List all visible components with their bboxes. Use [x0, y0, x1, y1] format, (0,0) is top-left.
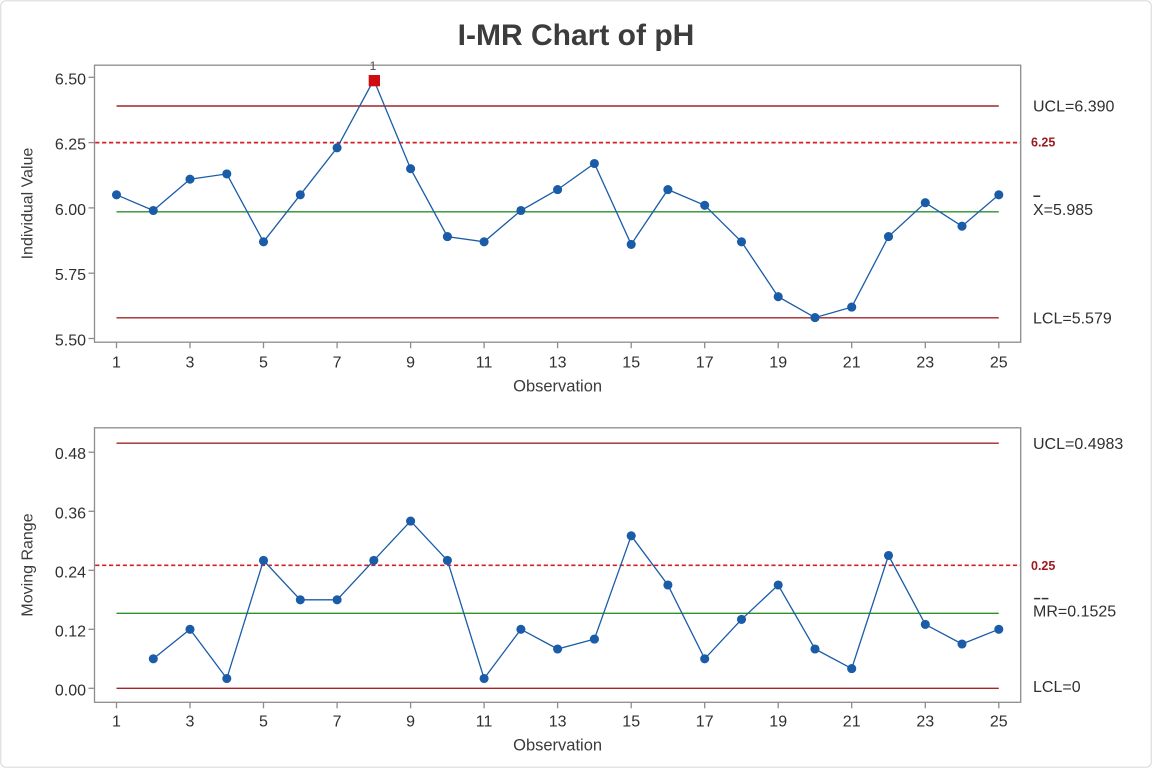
svg-text:11: 11 [476, 354, 493, 371]
svg-text:Observation: Observation [513, 377, 602, 395]
svg-text:X=5.985: X=5.985 [1033, 202, 1093, 219]
svg-text:5: 5 [259, 354, 268, 371]
svg-text:1: 1 [370, 59, 377, 73]
svg-text:17: 17 [696, 354, 714, 371]
svg-text:0.00: 0.00 [55, 682, 86, 699]
svg-text:0.12: 0.12 [55, 623, 86, 640]
svg-text:Observation: Observation [513, 737, 602, 755]
svg-text:15: 15 [622, 354, 640, 371]
svg-text:6.00: 6.00 [55, 202, 86, 219]
svg-text:7: 7 [333, 354, 342, 371]
svg-text:MR=0.1525: MR=0.1525 [1033, 604, 1116, 621]
svg-text:25: 25 [990, 354, 1008, 371]
svg-text:3: 3 [186, 714, 195, 731]
svg-text:15: 15 [622, 714, 640, 731]
svg-text:5.75: 5.75 [55, 267, 86, 284]
svg-text:6.25: 6.25 [1031, 135, 1055, 149]
svg-text:17: 17 [696, 714, 714, 731]
svg-text:0.36: 0.36 [55, 505, 86, 522]
svg-text:Individual Value: Individual Value [20, 148, 37, 260]
svg-text:13: 13 [549, 354, 567, 371]
svg-text:UCL=0.4983: UCL=0.4983 [1033, 436, 1123, 453]
svg-text:0.48: 0.48 [55, 446, 86, 463]
svg-text:Moving Range: Moving Range [20, 513, 37, 616]
svg-text:1: 1 [112, 714, 121, 731]
svg-text:9: 9 [406, 714, 415, 731]
svg-text:LCL=0: LCL=0 [1033, 679, 1081, 696]
svg-text:LCL=5.579: LCL=5.579 [1033, 311, 1112, 328]
svg-text:23: 23 [916, 714, 934, 731]
svg-text:21: 21 [843, 714, 861, 731]
svg-text:21: 21 [843, 354, 861, 371]
svg-text:19: 19 [769, 714, 787, 731]
svg-text:5: 5 [259, 714, 268, 731]
svg-text:13: 13 [549, 714, 567, 731]
svg-text:19: 19 [769, 354, 787, 371]
svg-text:UCL=6.390: UCL=6.390 [1033, 98, 1114, 115]
svg-text:23: 23 [916, 354, 934, 371]
svg-text:3: 3 [186, 354, 195, 371]
svg-text:6.50: 6.50 [55, 71, 86, 88]
svg-text:9: 9 [406, 354, 415, 371]
svg-text:6.25: 6.25 [55, 137, 86, 154]
svg-text:0.25: 0.25 [1031, 559, 1055, 573]
svg-text:5.50: 5.50 [55, 333, 86, 350]
svg-text:7: 7 [333, 714, 342, 731]
svg-text:1: 1 [112, 354, 121, 371]
svg-text:0.24: 0.24 [55, 564, 86, 581]
svg-text:I-MR Chart of pH: I-MR Chart of pH [458, 19, 695, 52]
svg-text:11: 11 [476, 714, 493, 731]
svg-text:25: 25 [990, 714, 1008, 731]
